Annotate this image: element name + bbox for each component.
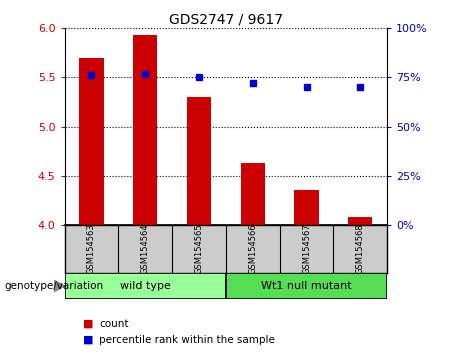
Text: GSM154566: GSM154566 (248, 223, 257, 274)
Text: genotype/variation: genotype/variation (5, 281, 104, 291)
Text: ■: ■ (83, 319, 94, 329)
Bar (348, 217, 372, 225)
Text: GSM154564: GSM154564 (141, 223, 150, 274)
Text: percentile rank within the sample: percentile rank within the sample (99, 335, 275, 345)
Text: Wt1 null mutant: Wt1 null mutant (261, 281, 352, 291)
Bar (226, 273, 387, 299)
Text: GDS2747 / 9617: GDS2747 / 9617 (169, 12, 283, 27)
Bar (133, 35, 157, 225)
Bar (241, 163, 265, 225)
Text: count: count (99, 319, 129, 329)
Text: wild type: wild type (120, 281, 171, 291)
Text: ■: ■ (83, 335, 94, 345)
Bar (295, 190, 319, 225)
Bar (65, 273, 226, 299)
Text: GSM154568: GSM154568 (356, 223, 365, 274)
Polygon shape (54, 280, 65, 292)
Bar (79, 58, 104, 225)
Bar (187, 97, 211, 225)
Text: GSM154563: GSM154563 (87, 223, 96, 274)
Text: GSM154565: GSM154565 (195, 223, 203, 274)
Text: GSM154567: GSM154567 (302, 223, 311, 274)
